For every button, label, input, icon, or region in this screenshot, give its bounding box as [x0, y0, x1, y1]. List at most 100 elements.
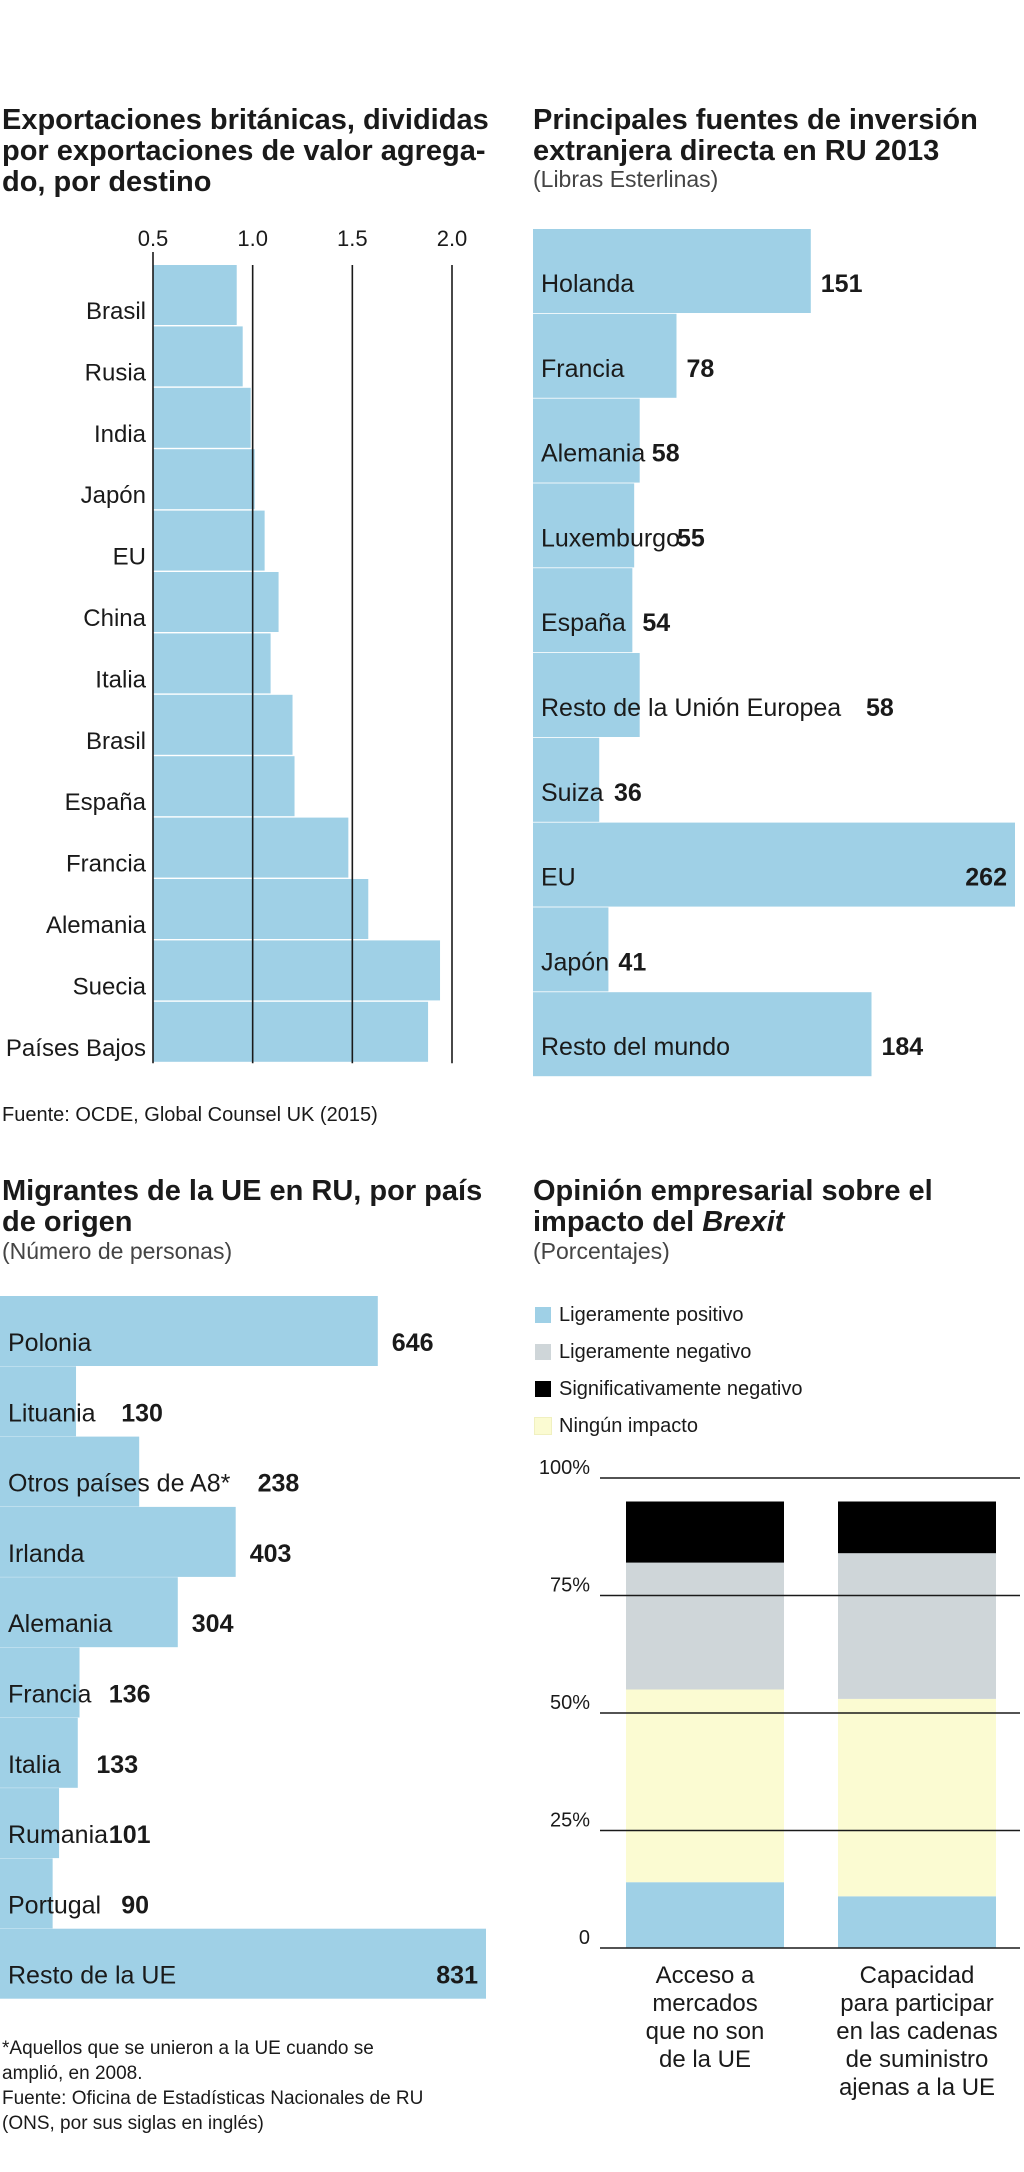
legend-swatch — [535, 1344, 551, 1360]
exports-bar — [153, 572, 279, 632]
fdi-bar — [533, 568, 633, 653]
chart4-legend: Ligeramente positivo Ligeramente negativo… — [533, 1302, 802, 1450]
chart1-title: Exportaciones británicas, divididas por … — [2, 104, 489, 198]
brexit-ytick-label: 75% — [550, 1575, 590, 1597]
migrants-category-label: Francia — [8, 1681, 91, 1709]
fdi-category-label: Alemania — [541, 440, 645, 468]
migrants-value-label: 133 — [96, 1751, 138, 1779]
chart3-footnote: *Aquellos que se unieron a la UE cuando … — [2, 2038, 424, 2134]
migrants-category-label: Lituania — [8, 1399, 96, 1427]
exports-category-label: Suecia — [73, 973, 147, 1000]
migrants-value-label: 403 — [250, 1540, 292, 1568]
migrants-category-label: Irlanda — [8, 1540, 85, 1568]
migrants-bar — [0, 1717, 78, 1788]
exports-bar — [153, 1001, 429, 1062]
migrants-bar — [0, 1928, 486, 1999]
migrants-value-label: 130 — [121, 1399, 163, 1427]
migrants-bar — [0, 1858, 53, 1929]
migrants-bar — [0, 1647, 80, 1718]
migrants-value-label: 136 — [109, 1681, 151, 1709]
brexit-stacked-segment — [626, 1882, 784, 1948]
exports-bar — [153, 510, 265, 571]
fdi-value-label: 262 — [965, 864, 1007, 892]
legend-item: Ningún impacto — [533, 1413, 802, 1450]
migrants-bar — [0, 1788, 60, 1859]
migrants-category-label: Italia — [8, 1751, 61, 1779]
fdi-value-label: 58 — [866, 694, 894, 722]
fdi-bar — [533, 483, 635, 568]
exports-category-label: Japón — [81, 482, 146, 509]
brexit-stacked-segment — [838, 1698, 996, 1897]
exports-bar — [153, 879, 369, 939]
exports-xtick-label: 2.0 — [437, 226, 468, 251]
migrants-bar — [0, 1436, 140, 1507]
migrants-value-label: 90 — [121, 1891, 149, 1919]
chart2-title: Principales fuentes de inversión extranj… — [533, 104, 978, 167]
brexit-category-label: Acceso a mercados que no son de la UE — [605, 1962, 805, 2074]
exports-category-label: India — [94, 421, 147, 448]
legend-label: Ligeramente positivo — [559, 1304, 744, 1326]
fdi-value-label: 36 — [614, 779, 642, 807]
migrants-category-label: Resto de la UE — [8, 1962, 176, 1990]
exports-bar — [153, 694, 293, 755]
legend-item: Ligeramente negativo — [533, 1339, 802, 1376]
migrants-bar — [0, 1296, 378, 1366]
brexit-ytick-label: 0 — [579, 1927, 590, 1949]
chart4-title: Opinión empresarial sobre el impacto del… — [533, 1175, 933, 1238]
migrants-value-label: 831 — [436, 1962, 478, 1990]
brexit-category-line: para participar — [840, 1990, 994, 2017]
brexit-category-line: Acceso a — [655, 1962, 755, 1989]
exports-category-label: Francia — [66, 851, 147, 878]
fdi-category-label: Holanda — [541, 270, 634, 298]
migrants-bar — [0, 1577, 178, 1648]
migrants-category-label: Rumania — [8, 1821, 108, 1849]
migrants-bar — [0, 1506, 236, 1577]
fdi-value-label: 184 — [882, 1033, 924, 1061]
exports-bar — [153, 940, 441, 1001]
brexit-ytick-label: 50% — [550, 1692, 590, 1714]
fdi-category-label: EU — [541, 864, 576, 892]
fdi-value-label: 54 — [642, 609, 670, 637]
legend-item: Significativamente negativo — [533, 1376, 802, 1413]
exports-category-label: Rusia — [85, 359, 147, 386]
exports-bar — [153, 265, 237, 325]
legend-swatch — [535, 1307, 551, 1323]
exports-xtick-label: 1.5 — [337, 226, 368, 251]
exports-category-label: EU — [113, 544, 146, 571]
legend-label: Significativamente negativo — [559, 1378, 803, 1400]
brexit-category-line: mercados — [652, 1990, 758, 2017]
fdi-value-label: 55 — [677, 524, 705, 552]
exports-bar — [153, 633, 271, 694]
fdi-category-label: Resto de la Unión Europea — [541, 694, 841, 722]
fdi-category-label: Resto del mundo — [541, 1033, 730, 1061]
migrants-value-label: 646 — [392, 1329, 434, 1357]
chart3-subtitle: (Número de personas) — [2, 1238, 233, 1264]
fdi-bar — [533, 822, 1015, 907]
legend-label: Ligeramente negativo — [559, 1341, 752, 1363]
fdi-bar — [533, 907, 609, 992]
brexit-category-line: ajenas a la UE — [838, 2074, 996, 2101]
brexit-stacked-segment — [626, 1689, 784, 1883]
exports-category-label: España — [65, 789, 147, 816]
brexit-category-line: en las cadenas — [836, 2018, 998, 2045]
exports-xtick-label: 0.5 — [138, 226, 169, 251]
exports-category-label: China — [83, 605, 146, 632]
fdi-value-label: 78 — [686, 355, 714, 383]
brexit-category-label: Capacidad para participar en las cadenas de… — [817, 1962, 1017, 2102]
chart3-title: Migrantes de la UE en RU, por país de or… — [2, 1175, 483, 1238]
brexit-stacked-segment — [838, 1501, 996, 1554]
fdi-category-label: Luxemburgo — [541, 524, 680, 552]
fdi-bar — [533, 229, 811, 313]
migrants-category-label: Alemania — [8, 1610, 112, 1638]
exports-category-label: Países Bajos — [6, 1035, 146, 1062]
exports-bar — [153, 756, 295, 817]
migrants-category-label: Portugal — [8, 1891, 101, 1919]
exports-bar — [153, 326, 243, 387]
exports-bar — [153, 449, 255, 510]
migrants-category-label: Polonia — [8, 1329, 91, 1357]
legend-item: Ligeramente positivo — [533, 1302, 802, 1339]
brexit-ytick-label: 25% — [550, 1810, 590, 1832]
fdi-category-label: Francia — [541, 355, 624, 383]
exports-category-label: Alemania — [46, 912, 147, 939]
